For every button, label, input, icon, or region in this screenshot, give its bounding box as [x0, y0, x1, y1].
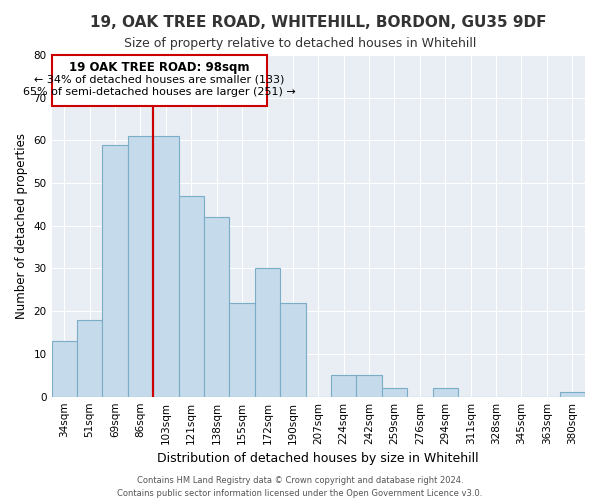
Bar: [179, 196, 204, 396]
Text: Size of property relative to detached houses in Whitehill: Size of property relative to detached ho…: [124, 37, 476, 50]
Bar: [356, 376, 382, 396]
Bar: [52, 55, 268, 106]
Y-axis label: Number of detached properties: Number of detached properties: [15, 132, 28, 318]
Bar: [255, 268, 280, 396]
Bar: [128, 136, 153, 396]
Bar: [52, 341, 77, 396]
X-axis label: Distribution of detached houses by size in Whitehill: Distribution of detached houses by size …: [157, 452, 479, 465]
Text: 65% of semi-detached houses are larger (251) →: 65% of semi-detached houses are larger (…: [23, 87, 296, 97]
Bar: [103, 144, 128, 396]
Bar: [280, 302, 305, 396]
Bar: [77, 320, 103, 396]
Bar: [331, 376, 356, 396]
Text: 19 OAK TREE ROAD: 98sqm: 19 OAK TREE ROAD: 98sqm: [69, 61, 250, 74]
Text: ← 34% of detached houses are smaller (133): ← 34% of detached houses are smaller (13…: [34, 74, 284, 84]
Title: 19, OAK TREE ROAD, WHITEHILL, BORDON, GU35 9DF: 19, OAK TREE ROAD, WHITEHILL, BORDON, GU…: [90, 15, 547, 30]
Bar: [153, 136, 179, 396]
Text: Contains HM Land Registry data © Crown copyright and database right 2024.
Contai: Contains HM Land Registry data © Crown c…: [118, 476, 482, 498]
Bar: [560, 392, 585, 396]
Bar: [382, 388, 407, 396]
Bar: [229, 302, 255, 396]
Bar: [433, 388, 458, 396]
Bar: [204, 217, 229, 396]
